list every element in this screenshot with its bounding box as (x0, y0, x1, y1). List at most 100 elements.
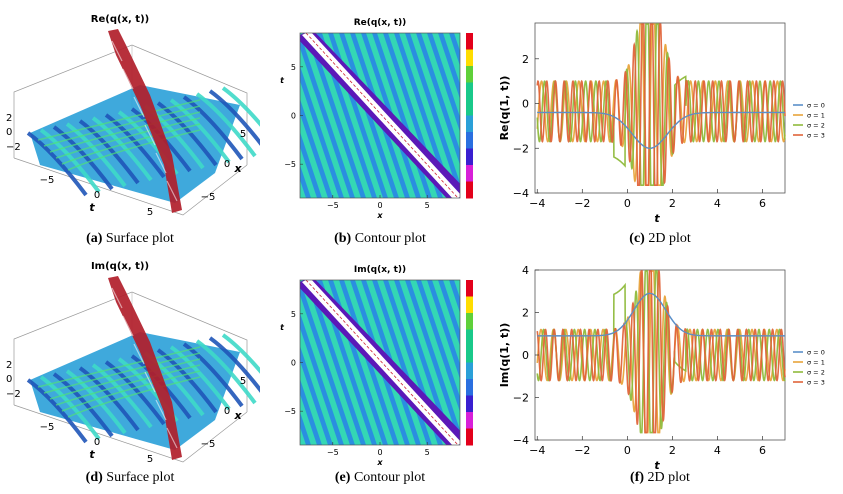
contour-stripe-e (443, 280, 460, 331)
line-xtick-c: 2 (669, 197, 676, 210)
contour-field-b (270, 33, 460, 198)
legend-entry-2-c: σ = 2 (807, 122, 825, 130)
line-xtick-c: 6 (759, 197, 766, 210)
surface-ripple-a (49, 111, 201, 153)
contour-stripe-e (432, 280, 460, 364)
contour-band-white-e (302, 280, 460, 445)
contour-stripe-e (399, 280, 460, 445)
legend-entry-1-c: σ = 1 (807, 112, 825, 120)
contour-stripe-e (300, 394, 317, 445)
contour-stripe-b (300, 180, 306, 198)
surface-ttick-a: 5 (147, 207, 153, 218)
surface-ridge-d (104, 360, 166, 426)
surface-spike-highlight-a (111, 40, 123, 62)
line-series-0-top-c (537, 111, 785, 149)
caption-c: (c) 2D plot (570, 231, 750, 247)
line-plot-c: −4 −2 0 2 4 6 t −4 −2 0 2 Re(q(1, t)) σ = 0 σ = 1 σ = … (498, 22, 825, 225)
surface-ridge-d (65, 369, 127, 435)
line-xtick-c: 0 (624, 197, 631, 210)
surface-ridge-d (52, 372, 114, 438)
contour-band-core-e (305, 280, 459, 445)
line-series-2-f (536, 270, 786, 434)
surface-ridge-d (78, 366, 140, 432)
contour-ylabel-b: t (280, 76, 285, 85)
surface-ridge-a (52, 125, 114, 191)
contour-stripe-e (410, 280, 460, 430)
contour-xtick-e: 5 (425, 448, 430, 457)
contour-stripe-b (432, 33, 460, 117)
contour-xtick-e: −5 (327, 448, 339, 457)
surface-xtick-a: −5 (201, 192, 216, 203)
surface-xlabel-a: x (233, 162, 242, 175)
surface-xtick-a: 5 (240, 129, 246, 140)
line-xtick-f: 6 (759, 444, 766, 457)
surface-ttick-d: −5 (40, 422, 55, 433)
caption-a: (a) Surface plot (40, 231, 220, 247)
caption-a-text: Surface plot (105, 231, 174, 246)
surface-ztick-d: 0 (6, 374, 12, 385)
line-xtick-c: −2 (574, 197, 590, 210)
contour-xlabel-e: x (376, 458, 383, 467)
surface-ripple-a (67, 129, 201, 171)
caption-f-label: (f) (630, 470, 645, 485)
caption-e-text: Contour plot (353, 470, 426, 485)
contour-ytick-e: 0 (291, 359, 296, 368)
contour-plot-e: Im(q(x, t)) −5 0 5 x 5 0 −5 t (270, 265, 490, 467)
surface-tlabel-d: t (89, 448, 95, 461)
contour-ytick-b: −5 (284, 160, 296, 169)
contour-ytick-e: −5 (284, 407, 296, 416)
surface-ttick-d: 5 (147, 454, 153, 465)
line-series-0-top-f (537, 292, 785, 337)
contour-stripe-b (270, 33, 284, 198)
contour-colorbar-cell-e (466, 395, 473, 413)
line-xtick-c: 4 (714, 197, 721, 210)
caption-e-label: (e) (334, 470, 351, 485)
contour-colorbar-cell-b (466, 115, 473, 133)
contour-stripe-e (476, 280, 490, 445)
surface-ztick-a: 0 (6, 127, 12, 138)
contour-stripe-b (300, 81, 339, 198)
surface-xtick-d: −5 (201, 439, 216, 450)
surface-ttick-a: 0 (94, 190, 100, 201)
contour-stripe-b (410, 33, 460, 183)
surface-ripple-a (43, 105, 201, 147)
contour-colorbar-cell-e (466, 296, 473, 314)
contour-title-b: Re(q(x, t)) (354, 18, 407, 28)
surface-spike-highlight-d (122, 315, 134, 337)
line-xlabel-f: t (654, 459, 660, 472)
line-ylabel-c: Re(q(1, t)) (498, 76, 511, 141)
surface-xtick-d: 0 (224, 406, 230, 417)
contour-colorbar-cell-e (466, 362, 473, 380)
contour-stripe-e (270, 280, 284, 445)
line-series-3-f (536, 270, 786, 434)
surface-ridge-a (65, 122, 127, 188)
contour-stripe-e (311, 280, 372, 445)
surface-spike-highlight-d (111, 287, 123, 309)
surface-spike-highlight-d (166, 427, 178, 449)
surface-ztick-d: −2 (6, 389, 21, 400)
surface-ridge-d (195, 339, 257, 405)
contour-colorbar-cell-e (466, 412, 473, 429)
surface-ridge-a (104, 113, 166, 179)
contour-colorbar-cell-e (466, 346, 473, 363)
legend-entry-0-f: σ = 0 (807, 349, 825, 357)
contour-colorbar-cell-b (466, 181, 473, 199)
contour-stripe-e (300, 427, 306, 445)
contour-colorbar-cell-b (466, 33, 473, 50)
contour-stripe-b (421, 33, 460, 150)
contour-colorbar-cell-b (466, 132, 473, 149)
panel-c: −4 −2 0 2 4 6 t −4 −2 0 2 Re(q(1, t)) σ = 0 σ = 1 σ = … (490, 15, 830, 230)
caption-d-text: Surface plot (106, 470, 175, 485)
caption-c-label: (c) (629, 231, 645, 246)
line-xtick-f: −2 (574, 444, 590, 457)
surface-ztick-d: 2 (6, 360, 12, 371)
contour-stripe-e (300, 295, 350, 445)
surface-ripple-d (61, 370, 201, 412)
surface-plot-a: Re(q(x, t)) 2 0 −2 −5 0 5 t 5 0 −5 x (6, 14, 283, 218)
surface-spike-highlight-a (122, 68, 134, 90)
surface-ripple-d (67, 376, 201, 418)
surface-ridge-a (78, 119, 140, 185)
contour-stripe-b (399, 33, 460, 198)
surface-ridge-d (26, 378, 88, 444)
contour-stripe-b (311, 33, 372, 198)
